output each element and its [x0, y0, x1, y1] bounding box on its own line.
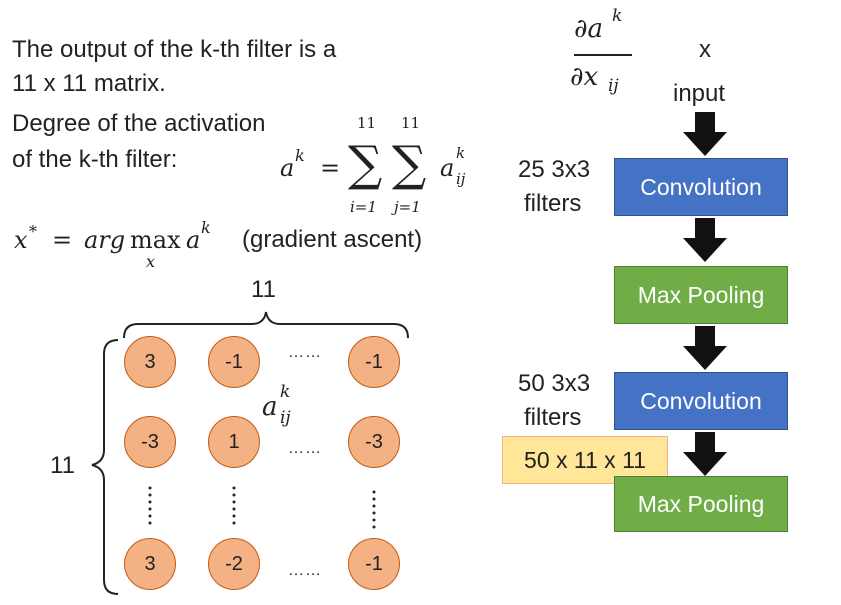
- matrix-cell-r2c3: -3: [348, 416, 400, 468]
- matrix-aij-label: a k ij: [262, 382, 322, 432]
- top-size-label: 11: [251, 276, 276, 303]
- argmax-eq: =: [52, 226, 73, 254]
- convolution-block-2: Convolution: [614, 372, 788, 430]
- deriv-denominator: ∂x: [570, 62, 599, 92]
- matrix-aij-sub: ij: [280, 408, 291, 428]
- input-label: input: [673, 80, 726, 107]
- argmax-star: *: [29, 222, 37, 241]
- top-brace: [123, 311, 409, 339]
- arrow-down-icon: [683, 432, 727, 476]
- matrix-cell-r3c1: 3: [124, 538, 176, 590]
- arrow-down-icon: [683, 218, 727, 262]
- matrix-cell-r3c3: -1: [348, 538, 400, 590]
- matrix-cell-r1c3: -1: [348, 336, 400, 388]
- formula-aij-sub: ij: [456, 170, 466, 188]
- text-line-matrix: 11 x 11 matrix.: [12, 70, 166, 97]
- sigma-upper-2: 11: [401, 114, 421, 132]
- formula-eq: =: [320, 154, 341, 182]
- sigma-lower-2: j=1: [394, 198, 421, 216]
- matrix-cell-r3c2: -2: [208, 538, 260, 590]
- arrow-down-icon: [683, 326, 727, 370]
- sigma-upper-1: 11: [357, 114, 377, 132]
- filters2-word: filters: [524, 404, 582, 431]
- left-size-label: 11: [50, 452, 75, 479]
- activation-formula: a k = ∑ ∑ 11 11 i=1 j=1 a k ij: [280, 110, 480, 220]
- sigma-2: ∑: [392, 136, 427, 192]
- deriv-denominator-sub: ij: [608, 76, 619, 96]
- matrix-aij-a: a: [262, 392, 278, 422]
- gradient-ascent-label: (gradient ascent): [242, 226, 423, 253]
- argmax-x: x: [14, 226, 28, 254]
- max-pooling-block-1: Max Pooling: [614, 266, 788, 324]
- argmax-formula: x * = arg max x a k (gradient ascent): [14, 218, 474, 278]
- matrix-cell-r1c1: 3: [124, 336, 176, 388]
- convolution-block-1: Convolution: [614, 158, 788, 216]
- formula-a: a: [280, 154, 295, 182]
- matrix-cell-r2c1: -3: [124, 416, 176, 468]
- max-pooling-block-2: Max Pooling: [614, 476, 788, 532]
- argmax-max: max: [130, 226, 181, 254]
- argmax-arg: arg: [84, 226, 126, 254]
- deriv-numerator: ∂a: [574, 14, 603, 44]
- argmax-under: x: [146, 252, 156, 271]
- derivative-formula: ∂a k ∂x ij: [570, 4, 660, 104]
- deriv-numerator-sup: k: [612, 6, 623, 26]
- fraction-bar: [574, 54, 632, 56]
- left-brace: [91, 339, 119, 595]
- formula-a-sup: k: [295, 146, 305, 165]
- hdots-row3: ……: [288, 562, 322, 579]
- argmax-a: a: [186, 226, 201, 254]
- filters1-word: filters: [524, 190, 582, 217]
- arrow-down-icon: [683, 112, 727, 156]
- matrix-cell-r2c2: 1: [208, 416, 260, 468]
- matrix-aij-sup: k: [280, 382, 291, 402]
- filters1-count: 25 3x3: [518, 156, 591, 183]
- sigma-1: ∑: [348, 136, 383, 192]
- text-line-output: The output of the k-th filter is a: [12, 36, 337, 63]
- argmax-a-sup: k: [201, 218, 211, 237]
- formula-aij: a: [440, 154, 455, 182]
- sigma-lower-1: i=1: [350, 198, 377, 216]
- hdots-row2: ……: [288, 440, 322, 457]
- text-line-filter: of the k-th filter:: [12, 146, 178, 173]
- text-line-degree: Degree of the activation: [12, 110, 266, 137]
- matrix-cell-r1c2: -1: [208, 336, 260, 388]
- hdots-row1: ……: [288, 344, 322, 361]
- filters2-count: 50 3x3: [518, 370, 591, 397]
- formula-aij-sup: k: [456, 144, 466, 162]
- input-x-label: x: [699, 36, 711, 63]
